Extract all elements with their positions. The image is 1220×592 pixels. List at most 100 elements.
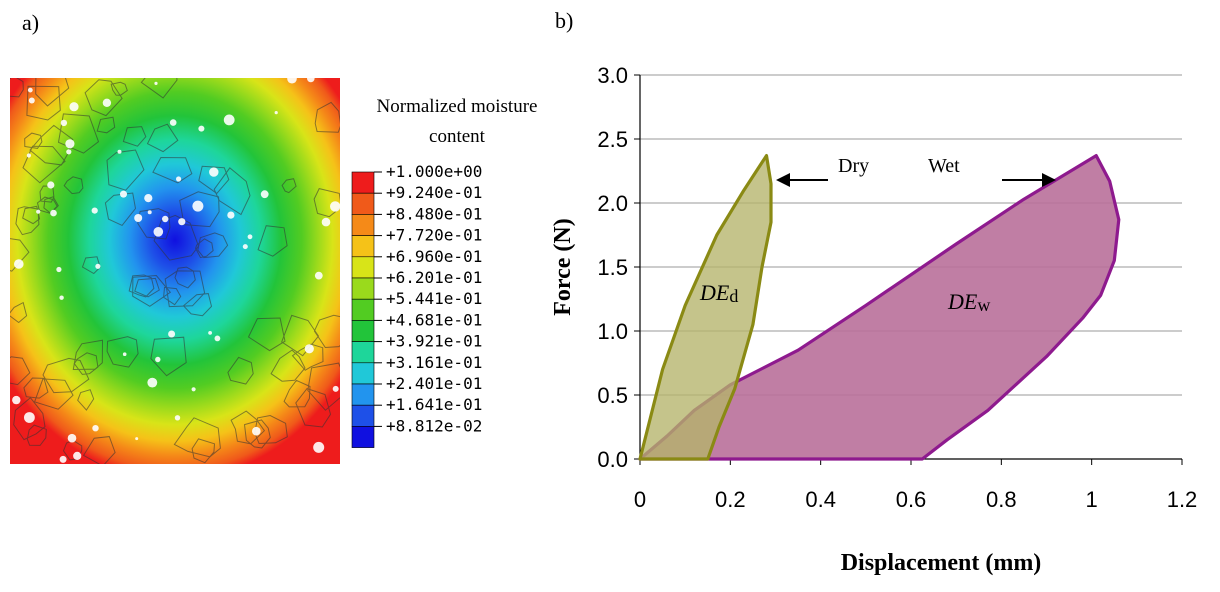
panel-a-label: a) [22,10,40,35]
pore-dot [155,356,161,363]
pore-dot [59,295,64,300]
pore-dot [47,181,55,189]
legend-value: +1.000e+00 [386,162,482,181]
legend-value: +2.401e-01 [386,374,482,393]
aggregate-shape [152,156,193,184]
x-tick-label: 1 [1086,487,1098,512]
legend-swatch [351,192,375,215]
aggregate-shape [230,410,266,445]
pore-dot [162,215,169,223]
legend-value: +1.641e-01 [386,395,482,414]
wet-arrow-head [1042,173,1056,187]
legend-value: +8.480e-01 [386,204,482,223]
aggregate-shape [23,377,49,399]
aggregate-shape [63,176,84,195]
pore-dot [208,331,213,335]
pore-dot [60,119,68,127]
legend-value: +3.921e-01 [386,332,482,351]
pore-dot [24,412,35,423]
pore-dot [176,176,182,182]
pore-dot [144,194,153,203]
legend-swatch [351,362,375,385]
aggregate-shape [106,149,145,191]
aggregate-shape [13,396,46,441]
pore-dot [287,78,297,84]
pore-dot [50,209,57,217]
legend-value: +5.441e-01 [386,289,482,308]
legend-value: +7.720e-01 [386,226,482,245]
aggregate-shape [191,438,216,464]
de-dry-subscript: d [729,286,738,306]
pore-dot [36,209,41,214]
pore-dot [91,207,98,214]
pore-dot [227,211,235,219]
aggregate-shape [57,113,100,154]
aggregate-shape [174,266,196,289]
aggregate-shape [26,85,61,121]
pore-dot [66,149,72,155]
aggregate-shape [134,277,160,298]
pore-dot [192,200,204,212]
aggregate-shape [313,314,340,349]
pore-dot [313,441,325,453]
y-tick-label: 1.5 [597,255,628,280]
aggregate-shape [10,78,24,98]
pore-dot [27,87,33,93]
aggregate-shape [81,256,101,275]
aggregate-shape [36,196,58,214]
pore-dot [274,111,278,115]
aggregate-shape [10,301,28,324]
aggregate-shape [96,116,116,134]
pore-dot [135,437,139,441]
legend-value: +6.201e-01 [386,268,482,287]
aggregate-shape [243,419,271,449]
aggregate-shape [247,317,286,352]
x-tick-label: 1.2 [1167,487,1198,512]
aggregate-shape [72,339,104,371]
aggregate-shape [163,286,182,306]
aggregate-shape [10,356,31,386]
y-tick-label: 1.0 [597,319,628,344]
y-tick-label: 2.0 [597,191,628,216]
aggregate-shape [10,238,30,272]
pore-dot [168,330,176,338]
aggregate-shape [270,349,306,382]
pore-dot [67,433,77,443]
legend-title: Normalized moisture content [376,96,538,147]
pore-dot [117,149,122,154]
aggregate-shape [179,191,220,228]
x-axis-title: Displacement (mm) [841,550,1042,576]
aggregate-shape [257,225,288,257]
pore-dot [307,78,315,83]
pore-dot [102,98,112,107]
aggregate-shape [283,379,311,408]
aggregate-shape [281,314,320,357]
legend-swatch [351,277,375,300]
legend-swatch [351,298,375,321]
pore-dot [178,218,186,226]
pore-dot [198,125,205,132]
aggregate-shape [291,343,324,371]
pore-dot [260,190,269,199]
aggregate-shape [104,192,137,227]
y-tick-label: 0.5 [597,383,628,408]
aggregate-shape [146,123,179,153]
aggregate-shape [84,79,123,117]
aggregate-shape [26,424,47,446]
pore-dot [65,139,75,149]
pore-dot [147,210,152,215]
x-tick-label: 0.4 [805,487,836,512]
legend-swatch [351,426,375,448]
aggregate-shape [150,336,187,377]
aggregate-shape [313,188,340,218]
pore-dot [92,425,99,432]
x-tick-label: 0 [634,487,646,512]
pore-dot [209,167,219,177]
aggregate-shape [254,414,288,445]
aggregate-shape [42,357,90,394]
wet-label: Wet [928,155,960,177]
legend-value: +3.161e-01 [386,353,482,372]
pore-dot [314,271,323,280]
legend-swatch [351,214,375,236]
aggregate-shape [15,206,40,236]
